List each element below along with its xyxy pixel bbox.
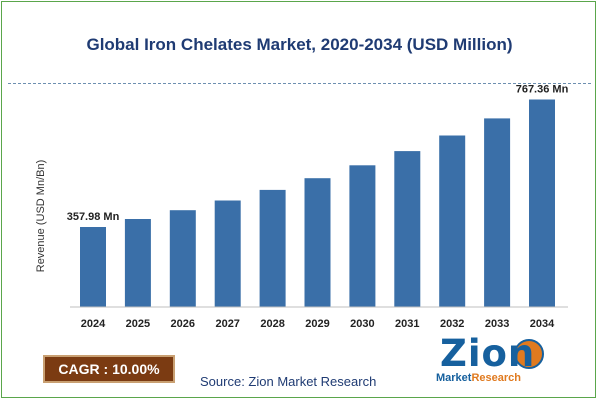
x-tick-2030: 2030: [350, 318, 374, 330]
bar-2034: [529, 99, 555, 307]
data-label-2024: 357.98 Mn: [67, 211, 120, 223]
bar-2028: [259, 189, 286, 307]
logo-sub-left: Market: [436, 372, 472, 384]
bar-2024: [80, 227, 106, 307]
logo-sub-right: Research: [471, 372, 522, 384]
logo-main-text: Zion: [440, 332, 536, 375]
x-tick-2034: 2034: [530, 318, 555, 330]
bar-2026: [169, 210, 196, 307]
bar-2031: [394, 151, 421, 307]
bar-2032: [439, 135, 466, 307]
chart-title: Global Iron Chelates Market, 2020-2034 (…: [86, 35, 513, 54]
x-tick-2024: 2024: [81, 318, 106, 330]
dashed-divider: [8, 83, 591, 84]
bar-2030: [349, 165, 376, 307]
zion-logo: Zion MarketResearch: [436, 332, 552, 388]
bar-2033: [484, 118, 511, 308]
x-tick-2026: 2026: [171, 318, 195, 330]
bar-2025: [124, 219, 151, 307]
data-label-2034: 767.36 Mn: [516, 84, 569, 96]
x-tick-2033: 2033: [485, 318, 509, 330]
bar-2027: [214, 200, 241, 307]
x-tick-2028: 2028: [260, 318, 284, 330]
source-text: Source: Zion Market Research: [200, 374, 377, 389]
x-tick-2027: 2027: [215, 318, 239, 330]
x-tick-2031: 2031: [395, 318, 419, 330]
globe-icon: [514, 339, 544, 369]
x-tick-2025: 2025: [126, 318, 150, 330]
x-tick-2032: 2032: [440, 318, 464, 330]
cagr-badge: CAGR : 10.00%: [43, 355, 175, 383]
x-tick-2029: 2029: [305, 318, 329, 330]
bar-2029: [304, 178, 331, 307]
logo-subtitle: MarketResearch: [436, 372, 521, 384]
